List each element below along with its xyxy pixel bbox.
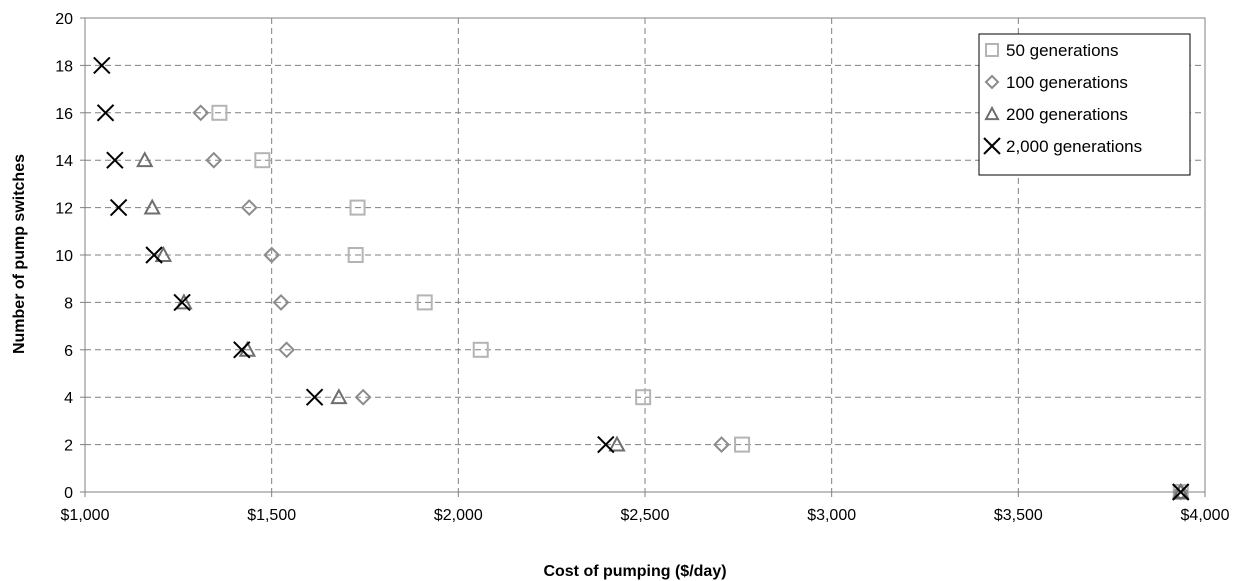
data-point — [240, 199, 258, 217]
legend: 50 generations 100 generations 200 generat… — [978, 33, 1191, 176]
data-point — [1172, 483, 1190, 501]
data-point — [305, 388, 324, 406]
legend-marker — [984, 105, 1000, 121]
y-axis-title: Number of pump switches — [11, 154, 28, 354]
data-point — [145, 246, 163, 264]
data-point — [1172, 483, 1190, 501]
data-points — [93, 56, 1190, 501]
legend-box — [978, 33, 1191, 176]
legend-marker — [983, 137, 1001, 155]
data-point — [143, 198, 161, 215]
data-point — [354, 388, 372, 406]
data-point — [1172, 482, 1190, 499]
data-point — [472, 341, 489, 358]
data-point — [192, 104, 210, 122]
x-tick-label: $3,000 — [807, 507, 856, 524]
data-point — [233, 341, 251, 359]
legend-label: 50 generations — [1006, 41, 1118, 60]
data-point — [173, 293, 191, 312]
x-axis-title: Cost of pumping ($/day) — [543, 563, 726, 580]
x-tick-label: $1,500 — [247, 507, 296, 524]
y-tick-label: 16 — [55, 106, 73, 123]
y-tick-label: 18 — [55, 58, 73, 75]
data-point — [254, 152, 271, 169]
legend-marker — [985, 43, 999, 57]
x-axis: $1,000 $1,500 $2,000 $2,500 $3,000 $3,500 $4,0… — [61, 492, 1230, 524]
y-tick-label: 14 — [55, 153, 73, 170]
y-axis: 0 2 4 6 8 10 12 14 16 18 20 — [55, 11, 85, 502]
x-tick-label: $4,000 — [1181, 507, 1230, 524]
x-tick-label: $1,000 — [61, 507, 110, 524]
data-point — [205, 151, 223, 169]
data-point — [106, 151, 124, 169]
data-point — [713, 436, 730, 454]
data-point — [349, 199, 366, 216]
data-point — [597, 435, 615, 454]
x-tick-label: $3,500 — [994, 507, 1043, 524]
data-point — [635, 389, 652, 406]
data-point — [211, 104, 228, 121]
y-tick-label: 2 — [64, 438, 73, 455]
legend-label: 2,000 generations — [1006, 137, 1142, 156]
data-point — [608, 435, 626, 452]
y-tick-label: 10 — [55, 248, 73, 265]
data-point — [278, 341, 296, 359]
data-point — [416, 294, 433, 311]
y-tick-label: 0 — [64, 485, 73, 502]
data-point — [154, 245, 173, 262]
y-tick-label: 6 — [64, 343, 73, 360]
data-point — [734, 436, 751, 453]
y-tick-label: 4 — [64, 390, 73, 407]
legend-marker — [984, 74, 1000, 90]
data-point — [347, 247, 364, 263]
data-point — [109, 198, 128, 217]
legend-label: 100 generations — [1006, 73, 1128, 92]
data-point — [272, 293, 290, 311]
data-point — [93, 56, 111, 75]
y-tick-label: 12 — [55, 201, 73, 218]
legend-label: 200 generations — [1006, 105, 1128, 124]
data-point — [263, 246, 281, 264]
y-tick-label: 20 — [55, 11, 73, 28]
x-tick-label: $2,000 — [434, 507, 483, 524]
data-point — [136, 151, 154, 168]
data-point — [330, 388, 348, 405]
y-tick-label: 8 — [64, 295, 73, 312]
x-tick-label: $2,500 — [621, 507, 670, 524]
data-point — [96, 104, 115, 122]
